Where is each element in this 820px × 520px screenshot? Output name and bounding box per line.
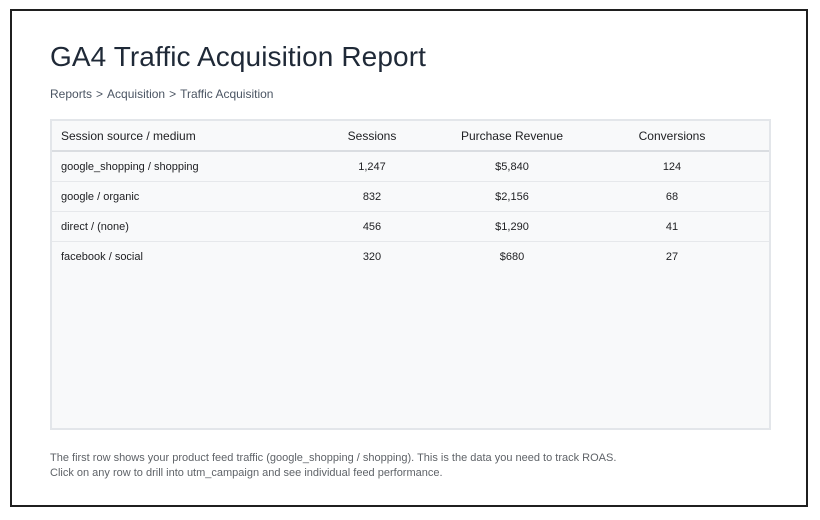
- column-header-source-medium[interactable]: Session source / medium: [61, 128, 196, 143]
- cell-source-medium: google / organic: [61, 190, 140, 203]
- table-row[interactable]: direct / (none) 456 $1,290 41: [52, 212, 769, 242]
- cell-source-medium: google_shopping / shopping: [61, 160, 199, 173]
- footer-note-line: The first row shows your product feed tr…: [50, 452, 617, 464]
- cell-sessions: 832: [362, 190, 382, 203]
- cell-source-medium: direct / (none): [61, 220, 129, 233]
- cell-purchase-revenue: $1,290: [495, 220, 529, 233]
- table-header: Session source / medium Sessions Purchas…: [52, 121, 769, 152]
- breadcrumb-separator: >: [96, 87, 104, 101]
- table-row[interactable]: facebook / social 320 $680 27: [52, 242, 769, 271]
- column-header-purchase-revenue[interactable]: Purchase Revenue: [460, 128, 564, 143]
- table-row[interactable]: google_shopping / shopping 1,247 $5,840 …: [52, 152, 769, 182]
- footer-note-line: Click on any row to drill into utm_campa…: [50, 467, 443, 479]
- traffic-acquisition-table: Session source / medium Sessions Purchas…: [50, 119, 771, 430]
- breadcrumb: Reports > Acquisition > Traffic Acquisit…: [50, 87, 273, 101]
- cell-conversions: 27: [665, 250, 679, 263]
- cell-source-medium: facebook / social: [61, 250, 143, 263]
- page-title: GA4 Traffic Acquisition Report: [50, 41, 426, 72]
- cell-sessions: 320: [362, 250, 382, 263]
- breadcrumb-acquisition[interactable]: Acquisition: [107, 87, 166, 101]
- cell-conversions: 68: [665, 190, 679, 203]
- breadcrumb-reports[interactable]: Reports: [50, 87, 93, 101]
- cell-purchase-revenue: $5,840: [495, 160, 529, 173]
- cell-sessions: 456: [362, 220, 382, 233]
- breadcrumb-separator: >: [169, 87, 177, 101]
- cell-conversions: 124: [662, 160, 682, 173]
- column-header-conversions[interactable]: Conversions: [638, 128, 706, 143]
- table-row[interactable]: google / organic 832 $2,156 68: [52, 182, 769, 212]
- footer-note: The first row shows your product feed tr…: [50, 451, 616, 481]
- breadcrumb-traffic-acquisition: Traffic Acquisition: [180, 87, 274, 101]
- report-frame: GA4 Traffic Acquisition Report Reports >…: [10, 9, 808, 507]
- column-header-sessions[interactable]: Sessions: [347, 128, 397, 143]
- cell-conversions: 41: [665, 220, 679, 233]
- cell-purchase-revenue: $2,156: [495, 190, 529, 203]
- cell-sessions: 1,247: [358, 160, 386, 173]
- cell-purchase-revenue: $680: [499, 250, 525, 263]
